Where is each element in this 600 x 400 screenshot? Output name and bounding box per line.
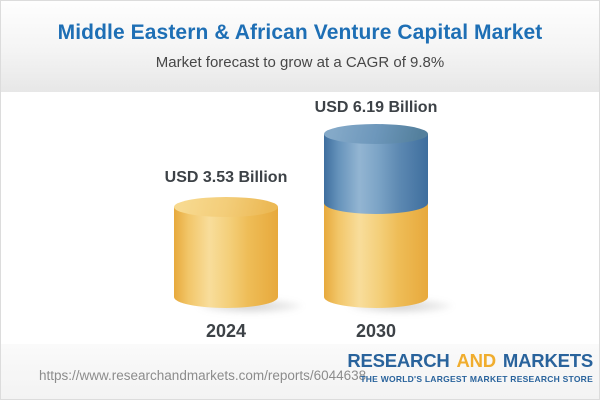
bar-2030-gold-segment [324,197,428,308]
footer: https://www.researchandmarkets.com/repor… [1,344,599,399]
bar-2030-top-face [324,124,428,144]
logo-wordmark: RESEARCH AND MARKETS [347,350,593,372]
logo-tagline: THE WORLD'S LARGEST MARKET RESEARCH STOR… [360,374,593,384]
logo-word-markets: MARKETS [502,350,593,371]
report-url: https://www.researchandmarkets.com/repor… [39,368,367,383]
logo-word-research: RESEARCH [347,350,450,371]
chart-subtitle: Market forecast to grow at a CAGR of 9.8… [155,54,445,71]
value-label-2030: USD 6.19 Billion [314,99,438,116]
research-and-markets-logo: RESEARCH AND MARKETS THE WORLD'S LARGEST… [347,350,593,384]
page-title: Middle Eastern & African Venture Capital… [57,21,543,44]
x-axis-label-2030: 2030 [355,321,397,341]
value-label-2024: USD 3.53 Billion [164,169,288,186]
bar-chart: USD 3.53 Billion USD 6.19 Billion 2024 2… [1,92,599,346]
bar-2024-top-face [174,197,278,217]
bar-2030-blue-segment [324,134,428,214]
logo-word-and: AND [456,350,496,371]
chart-header: Middle Eastern & African Venture Capital… [1,1,599,92]
bar-2024-gold-segment [174,207,278,308]
x-axis-label-2024: 2024 [205,321,247,341]
